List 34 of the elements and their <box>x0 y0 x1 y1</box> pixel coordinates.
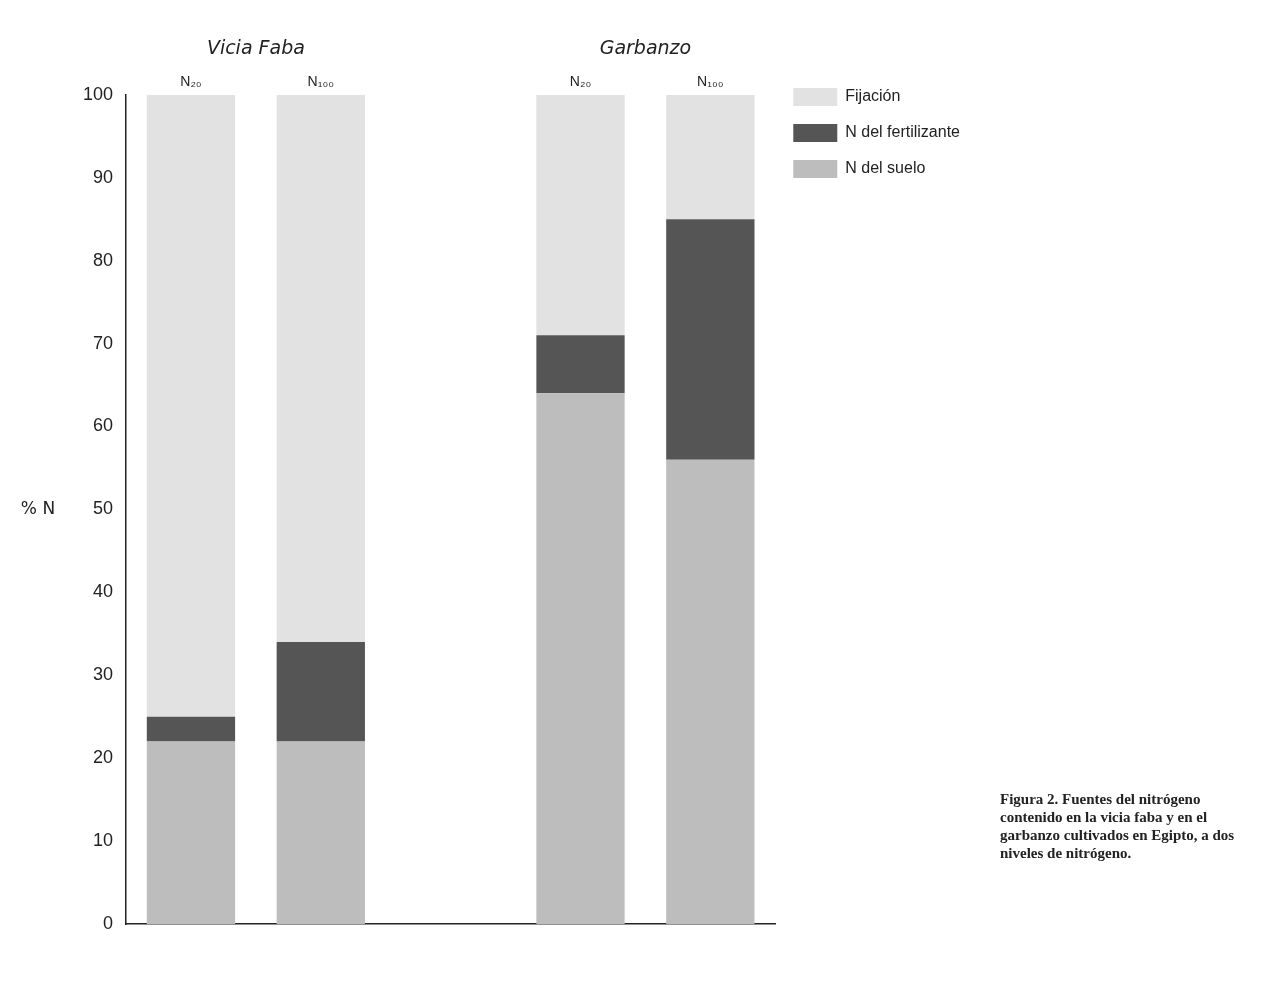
y-tick-label: 60 <box>93 415 114 436</box>
x-tick-label: N₁₀₀ <box>307 73 335 90</box>
text: Vicia Faba <box>206 35 305 58</box>
bar <box>276 94 365 643</box>
bar <box>666 94 755 220</box>
legend-label: Fijación <box>845 87 901 105</box>
y-tick-label: 30 <box>93 664 114 685</box>
bar <box>276 642 365 742</box>
bar <box>536 94 625 336</box>
legend-label: N del fertilizante <box>845 123 961 141</box>
y-tick-label: 0 <box>103 912 114 933</box>
y-tick-label: 80 <box>93 249 114 270</box>
y-tick-label: 50 <box>93 498 114 519</box>
bar <box>146 741 236 924</box>
text: Garbanzo <box>599 35 692 58</box>
bar <box>146 94 236 717</box>
bar <box>536 393 625 924</box>
y-tick-label: 20 <box>93 747 114 768</box>
bar <box>146 716 236 742</box>
y-tick-label: 90 <box>93 166 114 187</box>
text: Figura 2. Fuentes del nitrógeno contenido en la vicia faba y en el garbanzo cultivados en Egipto, a dos niveles de nitrógeno. <box>1000 790 1236 862</box>
legend-label: N del suelo <box>845 159 926 177</box>
y-tick-label: 10 <box>93 830 114 851</box>
bar <box>276 741 365 924</box>
y-tick-label: 40 <box>93 581 114 602</box>
x-tick-label: N₁₀₀ <box>697 73 724 90</box>
x-tick-label: N₂₀ <box>569 73 592 90</box>
y-tick-label: 70 <box>93 332 114 353</box>
bar <box>666 459 755 924</box>
y-axis-title: % N <box>20 497 56 518</box>
bar <box>536 335 625 394</box>
y-tick-label: 100 <box>82 83 114 104</box>
bar <box>666 219 755 460</box>
x-tick-label: N₂₀ <box>180 73 202 90</box>
